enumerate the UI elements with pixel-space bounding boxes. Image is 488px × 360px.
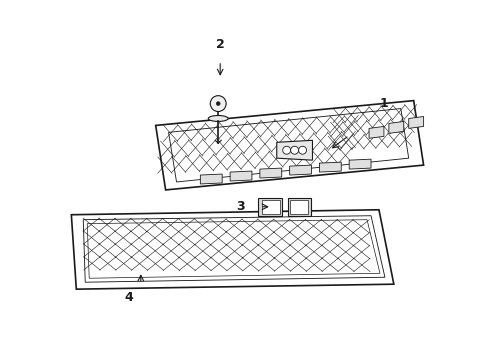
Polygon shape [276,140,312,160]
Polygon shape [287,198,311,216]
Polygon shape [408,117,423,129]
Circle shape [216,102,220,105]
Ellipse shape [208,116,228,121]
Text: 1: 1 [379,97,387,110]
Polygon shape [200,174,222,184]
Polygon shape [257,198,281,216]
Polygon shape [289,200,307,214]
Polygon shape [368,126,383,138]
Circle shape [282,146,290,154]
Polygon shape [319,162,341,172]
Circle shape [290,146,298,154]
Polygon shape [262,200,279,214]
Polygon shape [168,109,408,182]
Polygon shape [83,216,384,282]
Polygon shape [71,210,393,289]
Polygon shape [388,121,403,133]
Text: 2: 2 [215,37,224,50]
Polygon shape [259,168,281,178]
Text: 3: 3 [235,200,244,213]
Circle shape [210,96,225,112]
Circle shape [298,146,306,154]
Polygon shape [348,159,370,169]
Polygon shape [230,171,251,181]
Text: 4: 4 [124,291,133,303]
Polygon shape [87,220,379,278]
Polygon shape [155,100,423,190]
Polygon shape [289,165,311,175]
